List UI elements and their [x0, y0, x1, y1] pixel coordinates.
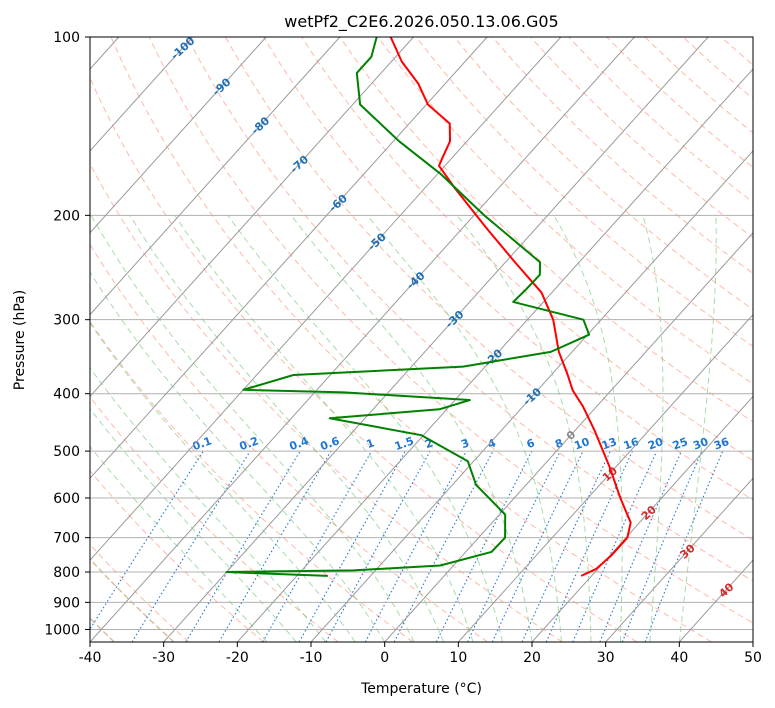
y-tick-label: 100: [53, 30, 80, 46]
plot-area: [90, 37, 753, 642]
isotherm: [531, 395, 753, 642]
y-tick-label: 700: [53, 531, 80, 547]
isotherm: [90, 37, 267, 234]
isotherm: [384, 231, 753, 642]
mixing-ratio-label: 13: [600, 435, 619, 452]
y-axis-label: Pressure (hPa): [12, 290, 28, 390]
y-axis: 100 200 300 400 500 600 700 800 900 1000: [44, 30, 90, 638]
isotherm: [90, 37, 341, 316]
x-tick-label: -20: [226, 650, 249, 666]
mixing-ratio-label: 3: [459, 436, 471, 451]
dry-adiabat: [759, 37, 775, 642]
y-tick-label: 1000: [44, 622, 80, 638]
y-tick-label: 900: [53, 595, 80, 611]
mixing-ratio-label: 0.4: [288, 434, 311, 453]
x-tick-label: 50: [744, 650, 762, 666]
isotherm: [90, 37, 635, 642]
dry-adiabat: [377, 37, 753, 385]
dry-adiabat: [90, 396, 339, 642]
y-tick-label: 400: [53, 387, 80, 403]
mixing-ratio-line: [621, 450, 703, 642]
dry-adiabat: [90, 470, 264, 642]
moist-adiabat: [90, 367, 327, 642]
mixing-ratio-line: [364, 450, 467, 642]
dry-adiabat: [415, 37, 753, 348]
isotherm: [752, 641, 753, 642]
moist-adiabat: [678, 215, 717, 642]
mixing-ratio-line: [572, 450, 658, 642]
moist-adiabat: [366, 215, 562, 642]
x-axis-label: Temperature (°C): [360, 681, 482, 697]
temperature-profile: [389, 37, 632, 577]
isotherm: [310, 150, 753, 642]
isotherm: [457, 313, 753, 642]
isotherm: [163, 37, 709, 642]
moist-adiabat: [642, 215, 664, 642]
mixing-ratio-label: 1.5: [393, 434, 416, 453]
mixing-ratio-label: 30: [691, 435, 710, 453]
moist-adiabat: [174, 215, 474, 642]
mixing-ratio-label: 20: [646, 435, 665, 453]
x-tick-label: 40: [670, 650, 688, 666]
mixing-ratio-line: [599, 450, 682, 642]
moist-adiabat: [227, 215, 504, 642]
y-tick-label: 600: [53, 491, 80, 507]
x-axis: -40 -30 -20 -10 0 10 20 30 40 50: [79, 642, 762, 666]
x-tick-label: 0: [380, 650, 389, 666]
moist-adiabat: [553, 215, 623, 642]
dry-adiabat: [453, 37, 753, 311]
mixing-ratio-line: [90, 450, 204, 630]
isotherm: [236, 68, 753, 642]
dry-adiabat: [90, 543, 190, 642]
mixing-ratio-label: 0.2: [238, 434, 261, 453]
x-tick-label: 10: [449, 650, 467, 666]
isotherm: [605, 477, 753, 642]
mixing-ratio-label: 4: [486, 436, 498, 451]
x-tick-label: 20: [523, 650, 541, 666]
isotherm: [90, 37, 193, 152]
mixing-ratio-line: [545, 450, 634, 642]
mixing-ratio-label: 2: [423, 436, 435, 451]
moist-adiabat: [90, 445, 268, 642]
moist-adiabat: [90, 322, 356, 642]
mixing-ratio-line: [298, 450, 406, 642]
mixing-ratio-line: [644, 450, 724, 642]
moist-adiabat: [90, 215, 415, 642]
mixing-ratio-label: 36: [712, 435, 731, 453]
x-tick-label: -40: [79, 650, 102, 666]
dry-adiabat: [148, 37, 753, 624]
isotherm: [90, 37, 414, 398]
x-tick-label: 30: [597, 650, 615, 666]
y-tick-label: 300: [53, 313, 80, 329]
mixing-ratio-label: 10: [572, 435, 591, 453]
mixing-ratio-line: [325, 450, 431, 642]
moist-adiabat: [90, 407, 297, 642]
mixing-ratio-label: 1: [365, 436, 377, 451]
dewpoint-profile: [225, 37, 591, 577]
x-tick-label: -30: [152, 650, 175, 666]
mixing-ratio-label: 8: [553, 436, 565, 451]
y-tick-label: 200: [53, 208, 80, 224]
moist-adiabat: [129, 215, 445, 642]
x-tick-label: -10: [300, 650, 323, 666]
isotherm: [90, 37, 562, 561]
mixing-ratio-label: 0.6: [318, 434, 341, 453]
mixing-ratio-line: [435, 450, 533, 642]
chart-title: wetPf2_C2E6.2026.050.13.06.G05: [284, 12, 558, 32]
mixing-ratio-label: 16: [622, 435, 641, 453]
moist-adiabat: [90, 271, 386, 642]
dry-adiabat: [90, 162, 563, 642]
y-tick-label: 500: [53, 444, 80, 460]
mixing-ratio-label: 0.1: [191, 434, 214, 453]
dry-adiabat: [90, 243, 488, 642]
mixing-ratio-label: 25: [671, 435, 690, 452]
dry-adiabat: [110, 37, 713, 642]
mixing-ratio-label: 6: [525, 436, 537, 451]
plot-frame: [89, 36, 754, 643]
y-tick-label: 800: [53, 565, 80, 581]
